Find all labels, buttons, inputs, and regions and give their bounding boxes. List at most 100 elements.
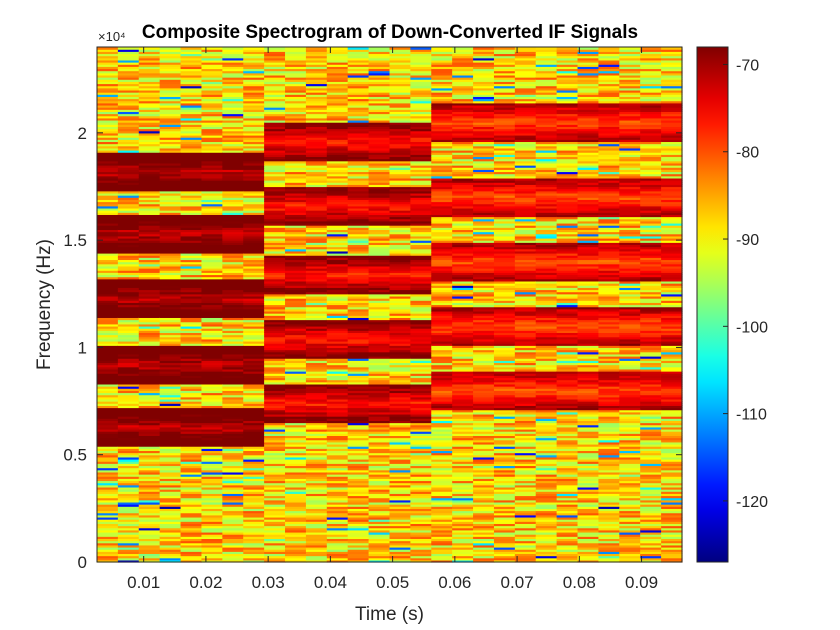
heatmap-cell — [264, 253, 286, 256]
heatmap-cell — [305, 368, 328, 372]
heatmap-cell — [326, 134, 349, 138]
heatmap-cell — [243, 115, 265, 119]
heatmap-cell — [368, 508, 391, 512]
heatmap-cell — [493, 323, 516, 327]
heatmap-cell — [347, 319, 370, 323]
heatmap-cell — [305, 139, 328, 143]
heatmap-cell — [368, 463, 391, 467]
heatmap-cell — [243, 55, 265, 59]
heatmap-cell — [159, 257, 182, 261]
heatmap-cell — [493, 394, 516, 398]
heatmap-cell — [243, 454, 265, 458]
heatmap-cell — [264, 495, 286, 499]
heatmap-cell — [493, 474, 516, 477]
heatmap-cell — [347, 72, 370, 76]
heatmap-cell — [222, 270, 244, 273]
heatmap-cell — [431, 57, 453, 61]
heatmap-cell — [389, 72, 411, 76]
heatmap-cell — [243, 188, 265, 192]
heatmap-cell — [159, 388, 182, 391]
heatmap-cell — [222, 362, 244, 366]
heatmap-cell — [431, 68, 453, 72]
heatmap-cell — [264, 471, 286, 475]
heatmap-cell — [264, 435, 286, 439]
heatmap-cell — [180, 534, 203, 537]
heatmap-cell — [410, 510, 432, 514]
heatmap-cell — [180, 338, 203, 342]
heatmap-cell — [201, 321, 223, 325]
heatmap-cell — [201, 227, 223, 230]
heatmap-cell — [97, 416, 119, 419]
heatmap-cell — [347, 482, 370, 486]
heatmap-cell — [431, 51, 453, 55]
heatmap-cell — [389, 192, 411, 196]
heatmap-cell — [305, 461, 328, 464]
heatmap-cell — [305, 104, 328, 108]
heatmap-cell — [493, 544, 516, 548]
heatmap-cell — [410, 516, 432, 520]
heatmap-cell — [117, 362, 140, 366]
heatmap-cell — [264, 424, 286, 428]
heatmap-cell — [138, 270, 161, 273]
heatmap-cell — [264, 478, 286, 482]
heatmap-cell — [97, 334, 119, 338]
heatmap-cell — [431, 506, 453, 509]
heatmap-cell — [431, 536, 453, 539]
heatmap-cell — [347, 218, 370, 222]
heatmap-cell — [243, 132, 265, 136]
heatmap-cell — [243, 360, 265, 364]
heatmap-cell — [201, 139, 223, 143]
heatmap-cell — [493, 182, 516, 185]
heatmap-cell — [410, 459, 432, 462]
heatmap-cell — [117, 497, 140, 501]
heatmap-cell — [368, 53, 391, 57]
heatmap-cell — [305, 150, 328, 153]
heatmap-cell — [431, 559, 453, 563]
heatmap-cell — [368, 343, 391, 346]
heatmap-cell — [368, 220, 391, 224]
heatmap-cell — [452, 231, 474, 235]
heatmap-cell — [222, 373, 244, 376]
heatmap-cell — [138, 216, 161, 220]
heatmap-cell — [473, 74, 495, 78]
heatmap-cell — [368, 259, 391, 263]
heatmap-cell — [389, 83, 411, 87]
heatmap-cell — [514, 139, 537, 143]
heatmap-cell — [514, 177, 537, 181]
heatmap-cell — [473, 437, 495, 441]
heatmap-cell — [473, 55, 495, 59]
heatmap-cell — [347, 237, 370, 241]
heatmap-cell — [410, 74, 432, 78]
heatmap-cell — [285, 549, 307, 552]
heatmap-cell — [117, 295, 140, 299]
heatmap-cell — [431, 156, 453, 160]
heatmap-cell — [326, 401, 349, 404]
heatmap-cell — [431, 390, 453, 394]
heatmap-cell — [410, 308, 432, 312]
heatmap-cell — [138, 418, 161, 421]
heatmap-cell — [264, 235, 286, 239]
heatmap-cell — [452, 452, 474, 456]
heatmap-cell — [431, 396, 453, 400]
heatmap-cell — [264, 398, 286, 402]
heatmap-cell — [180, 141, 203, 145]
heatmap-cell — [452, 134, 474, 138]
heatmap-cell — [201, 207, 223, 211]
heatmap-cell — [97, 351, 119, 355]
heatmap-cell — [222, 345, 244, 349]
heatmap-cell — [326, 199, 349, 203]
heatmap-cell — [514, 308, 537, 312]
heatmap-cell — [180, 340, 203, 344]
heatmap-cell — [514, 371, 537, 374]
heatmap-cell — [201, 248, 223, 252]
heatmap-cell — [201, 523, 223, 527]
heatmap-cell — [201, 201, 223, 205]
heatmap-cell — [117, 308, 140, 312]
heatmap-cell — [243, 424, 265, 428]
heatmap-cell — [389, 233, 411, 237]
heatmap-cell — [138, 482, 161, 486]
heatmap-cell — [159, 523, 182, 527]
heatmap-cell — [201, 504, 223, 507]
heatmap-cell — [431, 154, 453, 158]
heatmap-cell — [97, 375, 119, 379]
